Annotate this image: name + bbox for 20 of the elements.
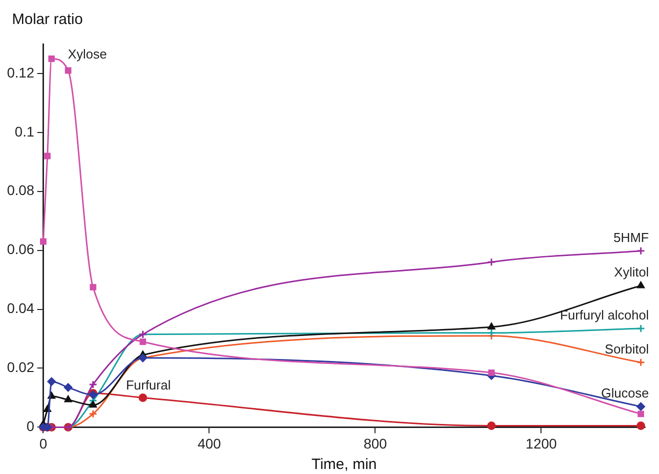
series-label: Furfuryl alcohol xyxy=(560,307,649,322)
y-tick-label: 0.12 xyxy=(7,64,34,80)
y-axis-title: Molar ratio xyxy=(12,11,83,28)
y-tick-label: 0.02 xyxy=(7,359,34,376)
y-tick-label: 0 xyxy=(26,418,34,434)
x-axis-title: Time, min xyxy=(311,456,377,474)
series-label: 5HMF xyxy=(613,230,649,245)
x-tick-label: 0 xyxy=(39,435,48,452)
x-tick-label: 800 xyxy=(364,435,388,452)
x-tick-label: 400 xyxy=(198,435,222,452)
y-tick-label: 0.04 xyxy=(7,300,34,316)
series-label: Furfural xyxy=(126,378,171,393)
y-tick-label: 0.06 xyxy=(7,241,34,258)
series-label: Xylitol xyxy=(614,264,649,280)
series-label: Xylose xyxy=(68,46,107,62)
series-label: Sorbitol xyxy=(604,341,649,356)
x-tick-label: 1200 xyxy=(526,435,558,452)
series-label: Glucose xyxy=(601,386,649,401)
y-tick-label: 0.08 xyxy=(7,182,34,198)
y-tick-label: 0.1 xyxy=(14,123,34,140)
